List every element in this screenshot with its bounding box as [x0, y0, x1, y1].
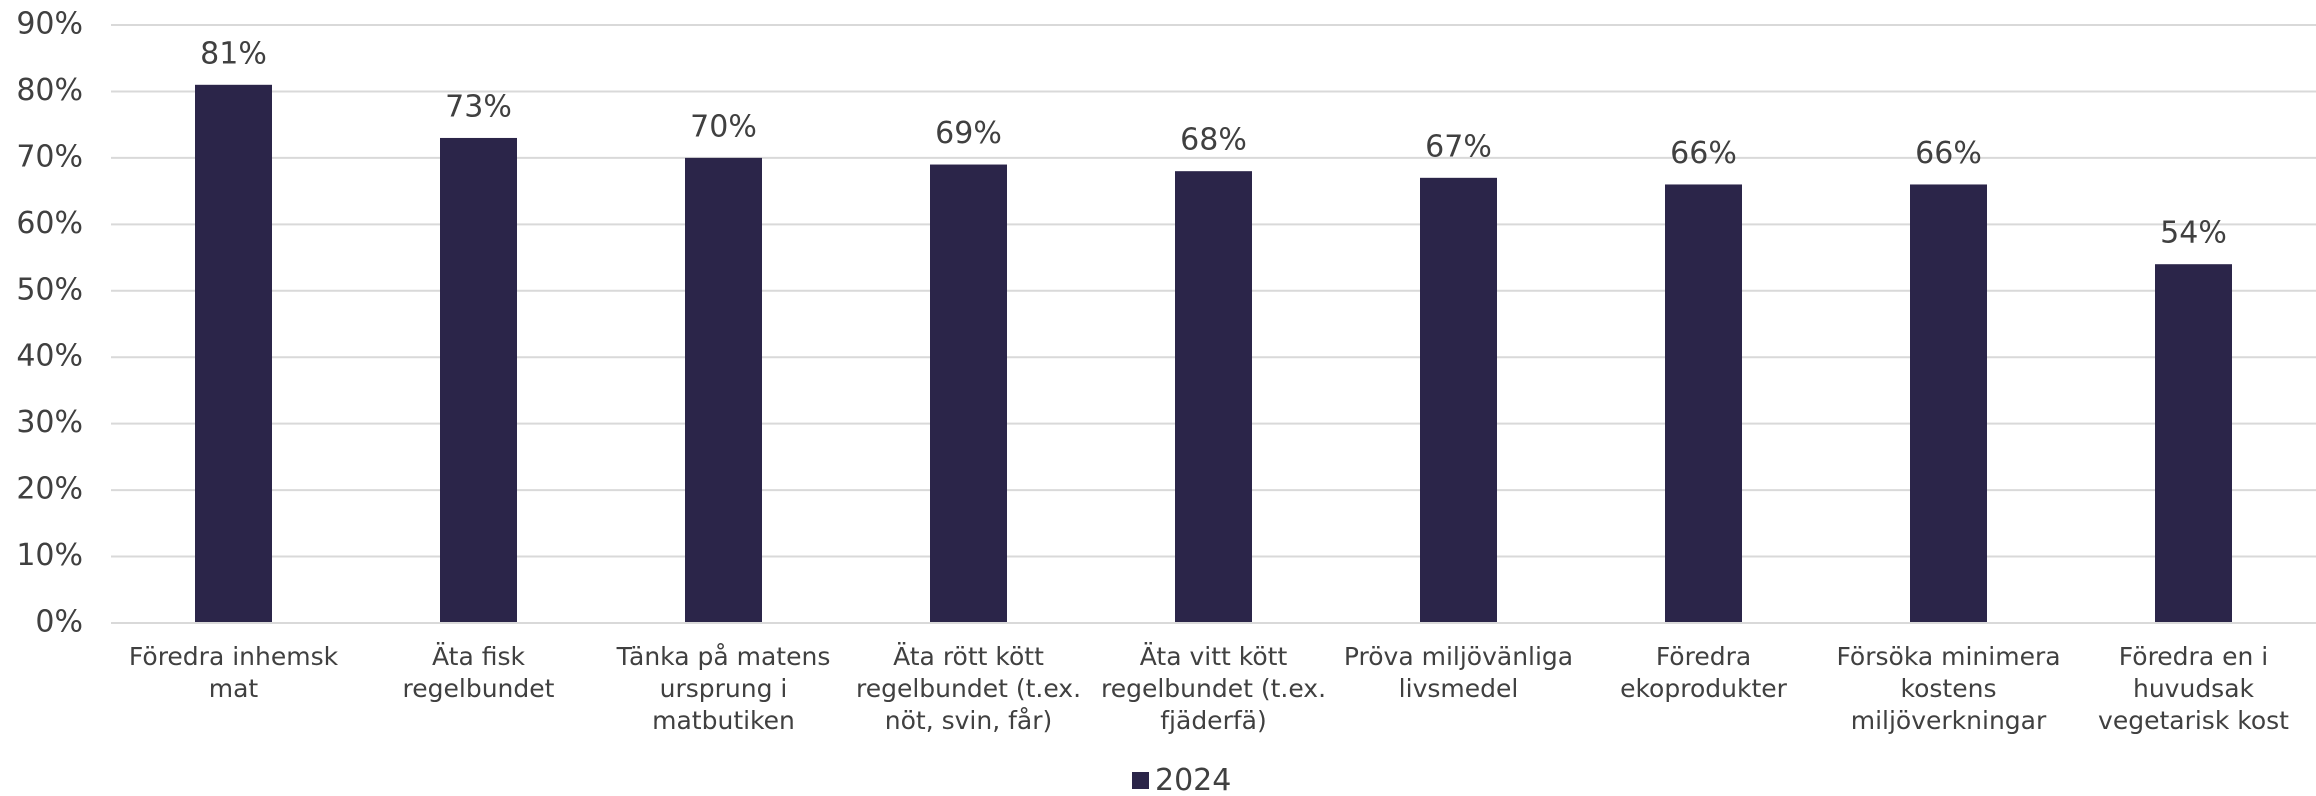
bar [1910, 184, 1987, 623]
bar [2155, 264, 2232, 623]
y-tick-label: 40% [16, 339, 83, 374]
x-tick-label: Försöka minimera kostens miljöverkningar [1836, 642, 2061, 735]
data-label: 66% [1915, 136, 1982, 171]
bar [1665, 184, 1742, 623]
bar [195, 84, 272, 624]
bar [685, 157, 762, 623]
data-label: 81% [200, 36, 267, 71]
legend-swatch [1132, 772, 1149, 789]
x-tick-label: Äta rött kött regelbundet (t.ex. nöt, sv… [855, 642, 1082, 735]
y-tick-label: 90% [16, 7, 83, 42]
data-label: 70% [690, 109, 757, 144]
legend: 2024 [1132, 763, 1231, 796]
bar [1175, 171, 1252, 623]
x-tick-label: Tänka på matens ursprung i matbutiken [616, 642, 831, 735]
data-label: 73% [445, 89, 512, 124]
x-tick-label: Äta vitt kött regelbundet (t.ex. fjäderf… [1100, 642, 1327, 735]
y-tick-label: 70% [16, 139, 83, 174]
bar [440, 137, 517, 623]
y-tick-label: 0% [35, 605, 83, 640]
x-tick-label: Pröva miljövänliga livsmedel [1343, 642, 1574, 703]
data-label: 66% [1670, 136, 1737, 171]
bar [930, 164, 1007, 624]
bar [1420, 177, 1497, 624]
x-tick-label: Föredra ekoprodukter [1620, 642, 1787, 703]
x-tick-label: Äta fisk regelbundet [402, 642, 555, 703]
legend-label: 2024 [1155, 763, 1232, 796]
y-tick-label: 10% [16, 538, 83, 573]
y-tick-label: 80% [16, 73, 83, 108]
data-label: 67% [1425, 129, 1492, 164]
x-tick-label: Föredra inhemsk mat [128, 642, 339, 703]
x-tick-label: Föredra en i huvudsak vegetarisk kost [2098, 642, 2289, 735]
data-label: 68% [1180, 123, 1247, 158]
y-tick-label: 20% [16, 472, 83, 507]
data-label: 69% [935, 116, 1002, 151]
y-tick-label: 30% [16, 405, 83, 440]
y-tick-label: 60% [16, 206, 83, 241]
y-tick-label: 50% [16, 272, 83, 307]
data-label: 54% [2160, 216, 2227, 251]
